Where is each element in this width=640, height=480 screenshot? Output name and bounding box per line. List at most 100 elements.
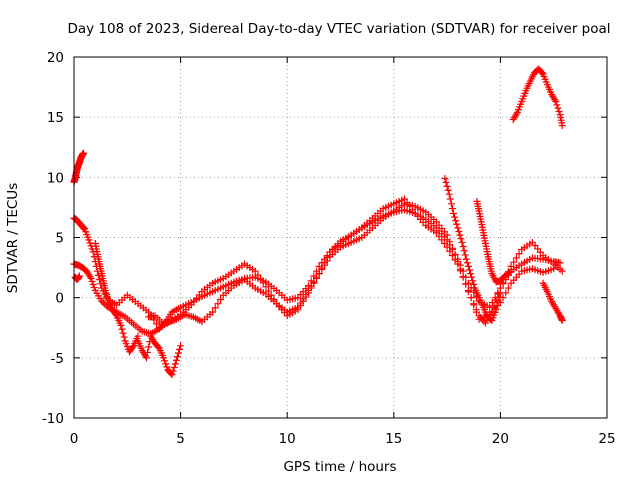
x-tick-label: 5 (176, 431, 185, 447)
data-point (457, 235, 465, 243)
data-point (454, 260, 462, 268)
x-tick-label: 20 (492, 431, 509, 447)
data-point (211, 304, 219, 312)
data-point (462, 280, 470, 288)
x-tick-label: 15 (385, 431, 402, 447)
data-point (297, 301, 305, 309)
data-point (470, 301, 478, 309)
data-point (307, 284, 315, 292)
data-point (112, 310, 120, 318)
data-point (455, 227, 463, 235)
y-axis-label: SDTVAR / TECUs (5, 183, 21, 293)
data-point (499, 294, 507, 302)
data-point (321, 259, 329, 267)
data-point (468, 273, 476, 281)
data-point (456, 231, 464, 239)
series-segment-peak-18 (441, 175, 504, 325)
data-point (177, 342, 185, 350)
data-point (145, 343, 153, 351)
data-point (443, 182, 451, 190)
data-point (315, 270, 323, 278)
series-segment-early-low (71, 272, 83, 284)
data-point (259, 279, 267, 287)
data-point (493, 301, 501, 309)
data-point (85, 236, 93, 244)
data-point (461, 251, 469, 259)
data-point (257, 275, 265, 283)
data-point (452, 217, 460, 225)
series-segment-late-drop (539, 279, 566, 325)
data-point (217, 295, 225, 303)
data-point (454, 224, 462, 232)
data-point (161, 357, 169, 365)
data-point (554, 104, 562, 112)
data-point (160, 320, 168, 328)
data-point (496, 289, 504, 297)
data-point (251, 267, 259, 275)
data-point (494, 297, 502, 305)
data-point (88, 277, 96, 285)
data-point (90, 283, 98, 291)
data-point (299, 297, 307, 305)
data-point (173, 353, 181, 361)
data-point (75, 272, 83, 280)
data-point (174, 349, 182, 357)
data-point (558, 317, 566, 325)
data-point (472, 308, 480, 316)
data-point (318, 264, 326, 272)
data-point (448, 252, 456, 260)
x-axis-label: GPS time / hours (283, 459, 396, 475)
data-point (432, 229, 440, 237)
series-segment-late-high (509, 65, 566, 130)
data-point (129, 343, 137, 351)
data-point (214, 300, 222, 308)
data-point (451, 213, 459, 221)
data-point (553, 101, 561, 109)
data-point (555, 107, 563, 115)
data-point (254, 271, 262, 279)
y-tick-label: -10 (42, 411, 64, 427)
data-point (488, 298, 496, 306)
data-point (504, 284, 512, 292)
x-tick-label: 10 (279, 431, 296, 447)
data-point (448, 205, 456, 213)
data-point (87, 274, 95, 282)
data-point (451, 256, 459, 264)
data-point (470, 280, 478, 288)
data-point (176, 345, 184, 353)
data-point (440, 240, 448, 248)
data-point (406, 202, 414, 210)
data-point (449, 209, 457, 217)
data-point (166, 318, 174, 326)
data-point (550, 265, 558, 273)
data-point (459, 273, 467, 281)
data-point (209, 308, 217, 316)
data-point (456, 267, 464, 275)
x-tick-label: 25 (598, 431, 615, 447)
data-point (168, 317, 176, 325)
y-tick-label: 0 (55, 291, 64, 307)
grid (74, 57, 607, 418)
data-point (171, 316, 179, 324)
data-point (460, 247, 468, 255)
data-point (459, 243, 467, 251)
plot-frame (73, 56, 608, 419)
data-point (464, 262, 472, 270)
data-point (464, 286, 472, 294)
data-point (408, 206, 416, 214)
data-point (172, 356, 180, 364)
data-point (486, 303, 494, 311)
data-point (170, 363, 178, 371)
data-point (153, 320, 161, 328)
series-track-c (145, 195, 558, 328)
data-point (505, 268, 513, 276)
data-point (435, 232, 443, 240)
series-segment-early-rise (70, 149, 88, 186)
data-point (465, 266, 473, 274)
data-point (515, 250, 523, 258)
data-point (99, 299, 107, 307)
data-point (507, 267, 515, 275)
data-point (556, 259, 564, 267)
data-point (552, 98, 560, 106)
